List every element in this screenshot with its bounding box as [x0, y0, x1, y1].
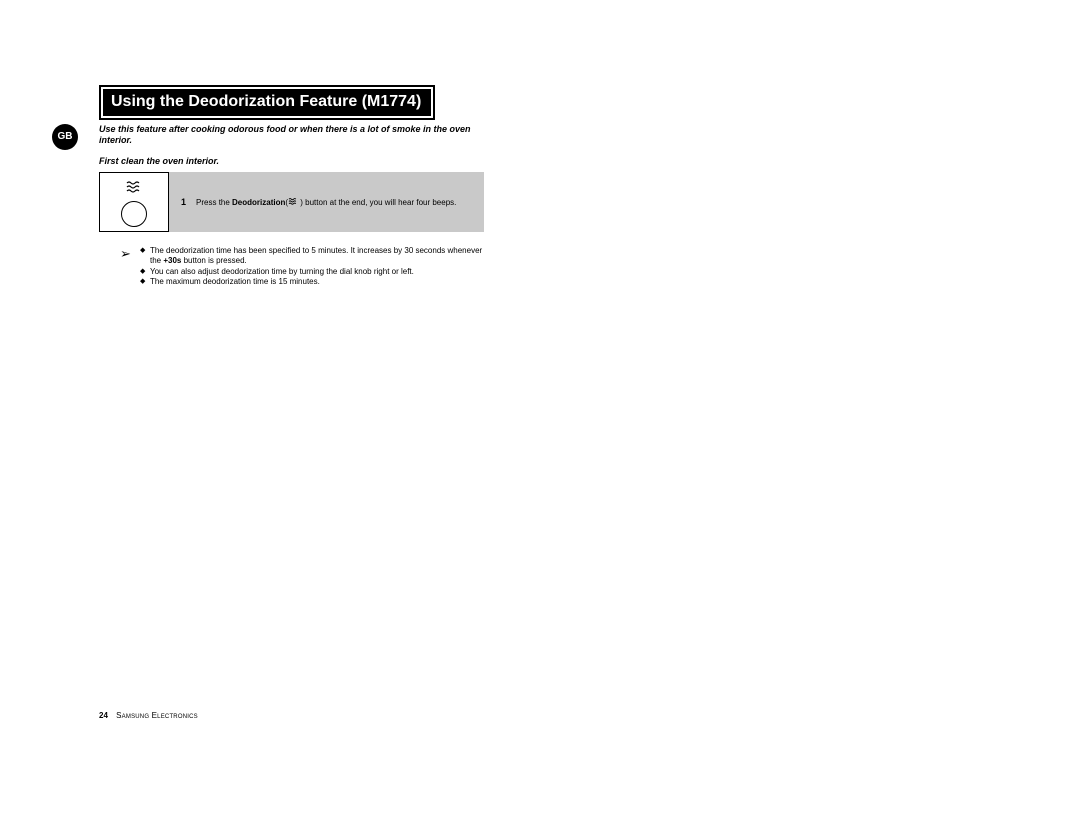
- step-body: Press the Deodorization( ) button at the…: [196, 198, 456, 207]
- manual-page: GB Using the Deodorization Feature (M177…: [0, 0, 1080, 813]
- dial-knob-icon: [121, 201, 147, 227]
- note-text: button is pressed.: [181, 256, 246, 265]
- note-text: The maximum deodorization time is 15 min…: [150, 277, 320, 286]
- section-title: Using the Deodorization Feature (M1774): [103, 89, 431, 116]
- inline-deodorization-icon: [288, 198, 298, 207]
- note-item: The deodorization time has been specifie…: [140, 246, 492, 267]
- notes-block: ➢ The deodorization time has been specif…: [122, 246, 492, 288]
- language-badge: GB: [52, 124, 78, 150]
- step-text-pre: Press the: [196, 198, 232, 207]
- intro-text: Use this feature after cooking odorous f…: [99, 124, 499, 167]
- deodorization-icon: [126, 181, 142, 198]
- page-footer: 24 Samsung Electronics: [99, 711, 198, 720]
- control-panel-illustration: [99, 172, 169, 232]
- note-item: The maximum deodorization time is 15 min…: [140, 277, 492, 287]
- step-text-post: ) button at the end, you will hear four …: [298, 198, 456, 207]
- brand-name: Samsung Electronics: [116, 711, 198, 720]
- page-number: 24: [99, 711, 108, 720]
- notes-list: The deodorization time has been specifie…: [140, 246, 492, 288]
- step-text-bold: Deodorization: [232, 198, 285, 207]
- step-row: 1 Press the Deodorization( ) button at t…: [99, 172, 484, 232]
- step-instruction: 1 Press the Deodorization( ) button at t…: [169, 172, 484, 232]
- note-item: You can also adjust deodorization time b…: [140, 267, 492, 277]
- step-number: 1: [181, 197, 186, 207]
- intro-p2: First clean the oven interior.: [99, 156, 499, 167]
- note-text: You can also adjust deodorization time b…: [150, 267, 414, 276]
- intro-p1: Use this feature after cooking odorous f…: [99, 124, 499, 147]
- section-title-frame: Using the Deodorization Feature (M1774): [99, 85, 435, 120]
- note-bold: +30s: [163, 256, 181, 265]
- notes-arrow-icon: ➢: [120, 246, 131, 263]
